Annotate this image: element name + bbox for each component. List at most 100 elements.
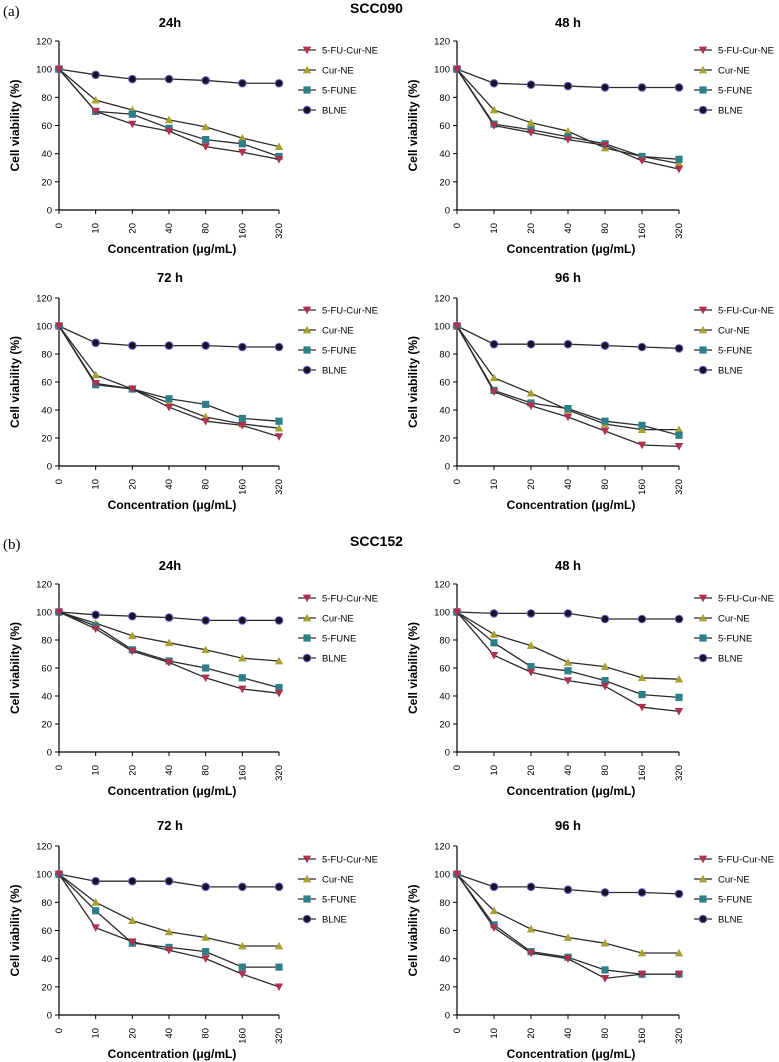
data-point (164, 74, 174, 84)
legend-marker (302, 65, 312, 74)
data-point (238, 963, 246, 971)
data-point (238, 685, 247, 694)
legend-label: Cur-NE (718, 326, 750, 337)
data-point (274, 689, 284, 698)
data-point (274, 983, 284, 992)
y-tick-label: 0 (445, 1011, 450, 1022)
data-point (637, 673, 647, 682)
x-tick-label: 320 (274, 479, 285, 495)
data-point (526, 80, 536, 89)
y-tick-label: 20 (439, 982, 450, 993)
legend-marker (302, 365, 312, 375)
data-point (202, 664, 210, 672)
x-tick-label: 80 (600, 765, 611, 776)
legend-marker (302, 855, 312, 864)
x-tick-label: 0 (54, 765, 65, 770)
data-point (164, 927, 174, 936)
chart-3: 72 h 0 20 40 60 80 100 120 0 10 20 40 80 160 320 Concen… (8, 270, 378, 512)
data-point (165, 395, 173, 403)
legend-label: BLNE (718, 366, 743, 377)
data-point (600, 427, 610, 436)
x-tick-label: 320 (674, 1028, 685, 1044)
x-tick-label: 80 (201, 765, 212, 776)
legend-label: 5-FU-Cur-NE (322, 855, 378, 866)
x-tick-label: 80 (600, 223, 611, 234)
x-tick-label: 160 (237, 1028, 248, 1044)
data-point (238, 414, 246, 422)
data-point (238, 342, 247, 352)
data-point (201, 933, 210, 941)
x-tick-label: 10 (91, 765, 102, 776)
x-axis-label: Concentration (μg/mL) (507, 242, 636, 256)
data-point (54, 608, 64, 617)
legend-marker (302, 325, 312, 334)
legend-marker (303, 634, 311, 642)
data-point (489, 373, 499, 382)
chart-title: 24h (159, 15, 181, 30)
y-tick-label: 60 (439, 664, 450, 675)
x-tick-label: 80 (600, 479, 611, 490)
data-point (600, 888, 610, 897)
y-tick-label: 40 (41, 954, 52, 965)
data-point (274, 656, 284, 665)
x-tick-label: 10 (489, 765, 500, 776)
legend-marker (698, 325, 708, 334)
data-point (674, 83, 684, 92)
data-point (128, 916, 137, 925)
data-point (238, 616, 247, 625)
y-tick-label: 100 (434, 65, 450, 76)
data-point (238, 78, 247, 88)
legend-label: 5-FUNE (718, 86, 752, 97)
x-tick-label: 0 (452, 479, 463, 484)
data-point (164, 115, 174, 124)
data-point (128, 611, 137, 621)
data-point (91, 876, 100, 886)
data-point (201, 955, 210, 963)
y-tick-label: 20 (41, 177, 52, 188)
y-tick-label: 80 (439, 636, 450, 647)
data-point (563, 609, 573, 618)
legend-marker (302, 653, 312, 663)
data-point (238, 674, 246, 682)
data-point (238, 133, 247, 142)
data-point (674, 614, 684, 624)
y-tick-label: 40 (439, 954, 450, 965)
y-tick-label: 120 (434, 580, 450, 591)
data-point (526, 118, 536, 127)
legend-marker (698, 855, 708, 864)
data-point (526, 402, 536, 410)
x-tick-label: 40 (164, 765, 175, 776)
legend-label: Cur-NE (718, 875, 750, 886)
data-point (238, 970, 247, 979)
legend-label: 5-FU-Cur-NE (718, 306, 774, 317)
x-axis-label: Concentration (μg/mL) (507, 1047, 636, 1061)
data-point (637, 614, 647, 624)
x-tick-label: 10 (489, 479, 500, 490)
data-point (600, 682, 610, 691)
y-tick-label: 0 (47, 1011, 52, 1022)
data-point (92, 907, 100, 915)
y-tick-label: 60 (439, 926, 450, 937)
x-tick-label: 40 (164, 223, 175, 234)
data-point (601, 966, 609, 974)
data-point (91, 924, 100, 932)
data-point (274, 941, 284, 950)
data-point (452, 608, 462, 617)
data-point (563, 126, 573, 135)
legend-marker (303, 86, 311, 94)
data-point (275, 963, 283, 971)
data-point (164, 659, 174, 667)
data-point (91, 898, 100, 906)
data-point (275, 684, 283, 692)
y-tick-label: 120 (36, 580, 52, 591)
data-point (54, 870, 64, 879)
legend-marker (698, 365, 708, 375)
y-tick-label: 80 (439, 93, 450, 104)
legend-label: 5-FUNE (322, 634, 356, 645)
y-tick-label: 100 (434, 322, 450, 333)
legend-marker (302, 46, 312, 55)
data-point (489, 388, 499, 396)
y-tick-label: 60 (439, 121, 450, 132)
data-point (600, 975, 610, 983)
data-point (600, 83, 610, 92)
